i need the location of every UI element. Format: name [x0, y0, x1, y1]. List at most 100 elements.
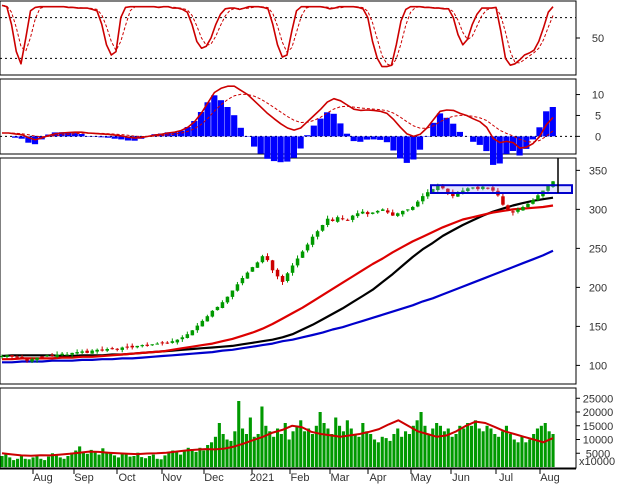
- candle-body: [90, 350, 94, 354]
- volume-bar: [326, 428, 330, 467]
- volume-bar: [295, 425, 299, 468]
- volume-bar: [520, 436, 524, 468]
- volume-bar: [438, 425, 442, 468]
- candle-body: [210, 310, 215, 317]
- volume-bar: [435, 423, 439, 467]
- price-tick-label: 250: [589, 243, 607, 255]
- candle-body: [55, 354, 59, 357]
- price-tick-label: 150: [589, 321, 607, 333]
- volume-bar: [43, 460, 47, 467]
- candle-body: [35, 357, 39, 360]
- volume-bar: [388, 440, 392, 467]
- macd-histogram-bar: [476, 136, 483, 145]
- candle-body: [406, 209, 410, 211]
- candle-body: [140, 345, 144, 347]
- volume-bar: [361, 423, 365, 467]
- volume-bar: [124, 454, 128, 467]
- candle-body: [80, 351, 84, 353]
- x-tick-label: Sep: [74, 472, 94, 484]
- volume-bar: [194, 451, 198, 467]
- stochastic-panel: 50: [0, 4, 604, 68]
- macd-histogram-bar: [450, 123, 457, 137]
- candle-body: [155, 343, 159, 345]
- candle-body: [411, 207, 415, 210]
- candle-body: [546, 186, 550, 191]
- candle-body: [5, 355, 9, 357]
- macd-histogram-bar: [343, 133, 351, 137]
- volume-bar: [310, 434, 314, 467]
- stochastic-signal-line: [1, 4, 554, 67]
- volume-bar: [225, 439, 229, 467]
- macd-histogram-bar: [310, 125, 317, 137]
- volume-bar: [136, 452, 140, 467]
- volume-bar: [279, 434, 283, 467]
- candle-body: [250, 267, 255, 272]
- volume-bar: [411, 425, 415, 468]
- macd-histogram-bar: [317, 118, 324, 137]
- macd-histogram-bar: [264, 136, 271, 159]
- volume-bar: [210, 442, 214, 468]
- candle-body: [75, 352, 79, 354]
- macd-histogram-bar: [529, 136, 536, 140]
- x-tick-label: May: [411, 472, 432, 484]
- volume-bar: [252, 436, 256, 468]
- candle-body: [431, 189, 435, 193]
- candle-body: [165, 342, 170, 344]
- candle-body: [135, 345, 139, 348]
- volume-bar: [508, 434, 512, 467]
- volume-bar: [244, 434, 248, 467]
- candle-body: [240, 278, 245, 284]
- x-tick-label: Aug: [540, 472, 560, 484]
- volume-bar: [70, 452, 74, 467]
- volume-bar: [404, 431, 408, 468]
- volume-bar: [27, 459, 31, 467]
- volume-bar: [392, 434, 396, 467]
- volume-bar: [322, 423, 326, 467]
- candle-body: [375, 210, 380, 213]
- volume-tick-label: 15000: [583, 421, 614, 433]
- candle-body: [110, 348, 114, 350]
- volume-bar: [485, 425, 489, 468]
- candle-body: [100, 349, 104, 351]
- macd-histogram-bar: [270, 136, 278, 162]
- volume-bar: [400, 436, 404, 468]
- candle-body: [40, 356, 44, 358]
- candle-body: [521, 207, 525, 211]
- macd-histogram-bar: [324, 112, 331, 137]
- macd-panel: 10 5 0: [0, 85, 604, 165]
- volume-bar: [380, 436, 384, 468]
- volume-bar: [415, 420, 419, 468]
- volume-bar: [186, 447, 190, 468]
- macd-histogram-bar: [204, 102, 211, 137]
- candle-body: [10, 355, 14, 357]
- macd-histogram-bar: [211, 95, 218, 137]
- candle-body: [220, 302, 225, 308]
- candle-body: [300, 251, 305, 258]
- volume-bar: [50, 453, 54, 468]
- volume-bar: [318, 412, 322, 467]
- candle-body: [85, 350, 89, 353]
- macd-histogram-bar: [284, 136, 291, 162]
- candle-body: [255, 262, 260, 268]
- volume-bar: [105, 451, 109, 467]
- volume-bar: [198, 447, 202, 468]
- volume-bar: [528, 439, 532, 467]
- candle-body: [105, 349, 109, 351]
- volume-bar: [58, 457, 62, 467]
- candle-body: [270, 260, 275, 271]
- macd-histogram-bar: [71, 133, 78, 137]
- volume-bar: [97, 454, 101, 467]
- candle-body: [200, 320, 205, 327]
- volume-bar: [427, 434, 431, 467]
- candle-body: [260, 256, 265, 263]
- volume-bar: [407, 434, 411, 467]
- x-tick-label: Nov: [162, 472, 182, 484]
- x-tick-label: Aug: [33, 472, 53, 484]
- volume-bar: [373, 439, 377, 467]
- price-tick-label: 100: [589, 360, 607, 372]
- macd-histogram-bar: [523, 136, 530, 149]
- volume-tick-label: 5000: [586, 448, 610, 460]
- candle-body: [511, 211, 515, 213]
- candle-body: [481, 186, 485, 189]
- volume-bar: [357, 436, 361, 468]
